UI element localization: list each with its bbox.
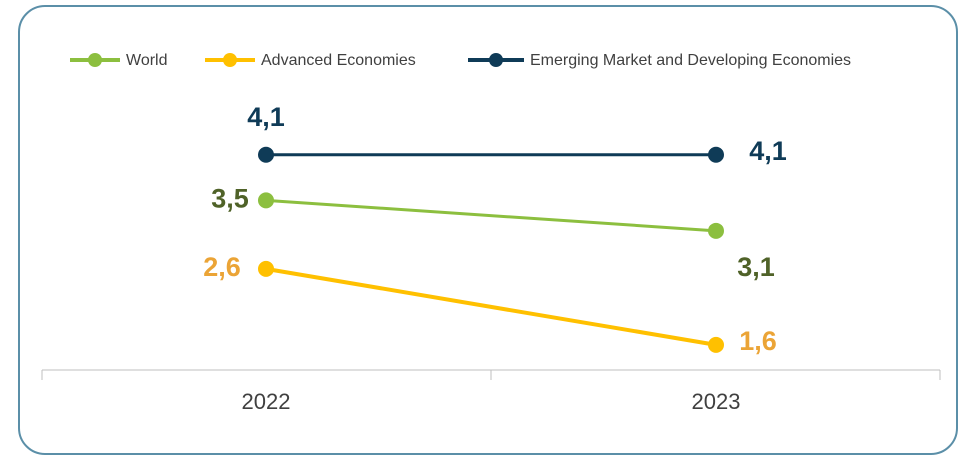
data-point	[708, 146, 724, 163]
x-tick-label: 2022	[242, 389, 291, 414]
data-point	[258, 260, 274, 277]
legend-marker	[223, 53, 237, 67]
series-line	[265, 198, 717, 233]
legend-marker	[489, 53, 503, 67]
data-label: 1,6	[739, 326, 777, 356]
legend-label: World	[126, 52, 168, 69]
data-label: 2,6	[203, 252, 241, 282]
chart-frame	[18, 5, 958, 455]
data-label: 3,1	[737, 252, 775, 282]
data-label: 4,1	[749, 136, 787, 166]
data-label: 3,5	[211, 184, 249, 214]
legend-label: Emerging Market and Developing Economies	[530, 52, 851, 69]
legend-marker	[88, 53, 102, 67]
series-line	[265, 266, 717, 347]
x-tick-label: 2023	[692, 389, 741, 414]
data-point	[258, 146, 274, 163]
legend-label: Advanced Economies	[261, 52, 416, 69]
data-point	[708, 222, 724, 239]
data-point	[258, 192, 274, 209]
data-point	[708, 336, 724, 353]
data-label: 4,1	[247, 102, 285, 132]
